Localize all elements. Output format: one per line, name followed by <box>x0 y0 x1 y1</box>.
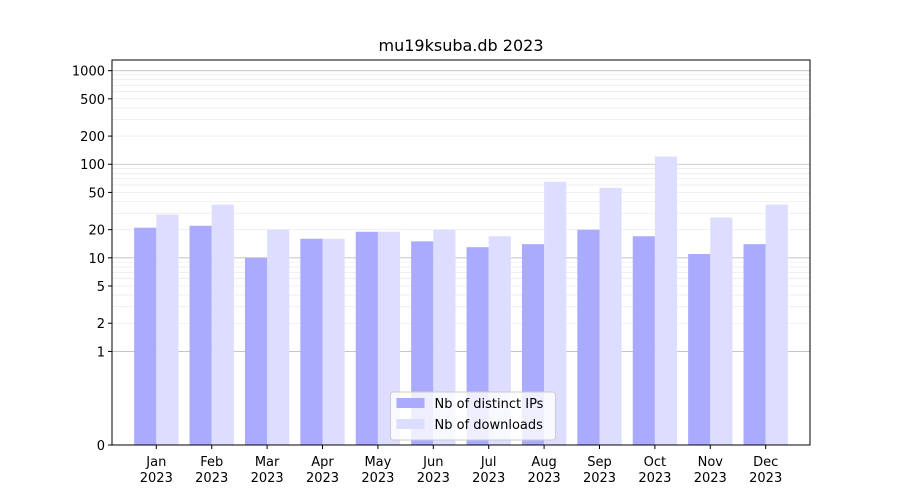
x-tick-label: Jun 2023 <box>417 455 450 486</box>
bar-distinct-ips <box>688 253 711 445</box>
x-tick-label: Feb 2023 <box>195 455 228 486</box>
bar-distinct-ips <box>577 229 600 445</box>
bar-downloads <box>654 156 678 446</box>
bar-distinct-ips <box>134 227 157 445</box>
chart-title: mu19ksuba.db 2023 <box>379 36 544 55</box>
x-tick-label: Jul 2023 <box>472 455 505 486</box>
y-tick-label: 5 <box>97 280 105 295</box>
legend-label: Nb of downloads <box>435 418 544 433</box>
bar-distinct-ips <box>632 236 655 445</box>
bar-downloads <box>211 204 234 445</box>
y-tick-label: 20 <box>88 224 105 239</box>
y-axis: 0 1 2 5 10 20 50 100 200 500 1000 <box>72 65 112 454</box>
y-tick-label: 100 <box>80 158 105 173</box>
y-tick-label: 2 <box>97 317 105 332</box>
y-tick-label: 500 <box>80 93 105 108</box>
bar-downloads <box>433 229 456 445</box>
y-tick-label: 0 <box>97 439 105 454</box>
legend-swatch <box>396 398 425 408</box>
bar-downloads <box>599 187 622 445</box>
legend-label: Nb of distinct IPs <box>435 397 544 412</box>
x-tick-label: Aug 2023 <box>528 455 561 486</box>
legend-swatch <box>396 419 425 429</box>
y-tick-label: 10 <box>88 252 105 267</box>
x-tick-label: Apr 2023 <box>306 455 339 486</box>
bar-distinct-ips <box>189 225 212 445</box>
bar-downloads <box>156 214 179 445</box>
bar-distinct-ips <box>355 231 378 445</box>
legend: Nb of distinct IPs Nb of downloads <box>390 391 556 441</box>
bar-downloads <box>710 217 733 445</box>
y-tick-label: 1 <box>97 345 105 360</box>
y-tick-label: 1000 <box>72 65 105 80</box>
x-tick-label: Jan 2023 <box>140 455 173 486</box>
y-tick-label: 200 <box>80 130 105 145</box>
bar-distinct-ips <box>743 244 766 445</box>
bar-downloads <box>322 238 345 445</box>
x-tick-label: Sep 2023 <box>583 455 616 486</box>
x-axis: Jan 2023 Feb 2023 Mar 2023 Apr 2023 May 2023 Jun 20… <box>140 445 782 486</box>
x-tick-label: Dec 2023 <box>749 455 782 486</box>
bar-downloads <box>765 204 788 445</box>
y-tick-label: 50 <box>88 186 105 201</box>
x-tick-label: Nov 2023 <box>694 455 727 486</box>
bar-downloads <box>267 229 290 445</box>
bar-downloads <box>544 181 567 446</box>
plot-frame <box>111 59 811 446</box>
x-tick-label: Mar 2023 <box>251 455 284 486</box>
x-tick-label: May 2023 <box>361 455 394 486</box>
x-tick-label: Oct 2023 <box>638 455 671 486</box>
bar-distinct-ips <box>300 238 323 445</box>
bar-distinct-ips <box>244 257 268 445</box>
legend-box <box>390 391 556 441</box>
